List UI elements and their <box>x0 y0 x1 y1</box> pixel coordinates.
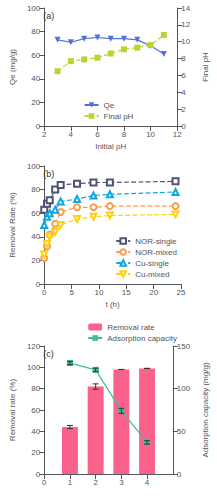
svg-text:20: 20 <box>31 256 40 265</box>
svg-text:2: 2 <box>42 130 47 139</box>
svg-text:3: 3 <box>119 478 124 487</box>
svg-text:0: 0 <box>177 470 182 479</box>
svg-text:80: 80 <box>31 384 40 393</box>
svg-text:40: 40 <box>31 427 40 436</box>
svg-text:4: 4 <box>145 478 150 487</box>
svg-text:0: 0 <box>36 470 41 479</box>
svg-text:60: 60 <box>31 209 40 218</box>
svg-text:Cu-single: Cu-single <box>135 259 169 268</box>
svg-text:10: 10 <box>146 130 155 139</box>
svg-text:12: 12 <box>173 130 182 139</box>
svg-text:Final pH: Final pH <box>201 52 210 82</box>
svg-text:0: 0 <box>42 288 47 297</box>
svg-text:Removal Rate (%): Removal Rate (%) <box>8 192 17 258</box>
svg-text:25: 25 <box>177 288 186 297</box>
svg-text:100: 100 <box>27 363 41 372</box>
svg-text:1: 1 <box>68 478 73 487</box>
svg-text:10: 10 <box>94 288 103 297</box>
svg-text:4: 4 <box>181 88 186 97</box>
svg-text:12: 12 <box>181 20 190 29</box>
svg-text:Final pH: Final pH <box>104 112 134 121</box>
svg-text:(b): (b) <box>43 169 54 179</box>
svg-text:Removal rate (%): Removal rate (%) <box>8 379 17 442</box>
svg-text:NOR-mixed: NOR-mixed <box>135 248 177 257</box>
svg-text:Cu-mixed: Cu-mixed <box>135 270 169 279</box>
svg-text:5: 5 <box>69 288 74 297</box>
svg-text:100: 100 <box>27 162 41 171</box>
svg-text:Qe: Qe <box>104 101 115 110</box>
svg-text:8: 8 <box>122 130 127 139</box>
svg-text:80: 80 <box>31 185 40 194</box>
svg-text:6: 6 <box>181 71 186 80</box>
svg-text:4: 4 <box>69 130 74 139</box>
svg-text:20: 20 <box>31 98 40 107</box>
svg-text:Adsorption capacity: Adsorption capacity <box>107 334 177 343</box>
svg-text:0: 0 <box>181 122 186 131</box>
svg-text:100: 100 <box>27 4 41 13</box>
svg-text:40: 40 <box>31 74 40 83</box>
svg-text:6: 6 <box>95 130 100 139</box>
svg-text:2: 2 <box>93 478 98 487</box>
svg-text:14: 14 <box>181 4 190 13</box>
svg-text:20: 20 <box>31 448 40 457</box>
svg-text:120: 120 <box>27 342 41 351</box>
svg-text:(a): (a) <box>43 11 54 21</box>
svg-text:60: 60 <box>31 406 40 415</box>
svg-text:8: 8 <box>181 54 186 63</box>
svg-text:Adsorption capacity (mg/g): Adsorption capacity (mg/g) <box>201 362 210 457</box>
svg-text:15: 15 <box>122 288 131 297</box>
svg-text:20: 20 <box>149 288 158 297</box>
svg-text:0: 0 <box>36 122 41 131</box>
svg-text:10: 10 <box>181 37 190 46</box>
svg-text:NOR-single: NOR-single <box>135 237 177 246</box>
svg-text:50: 50 <box>177 427 186 436</box>
svg-text:60: 60 <box>31 51 40 60</box>
svg-text:Removal rate: Removal rate <box>107 323 155 332</box>
svg-text:0: 0 <box>36 280 41 289</box>
svg-text:100: 100 <box>177 384 191 393</box>
svg-text:t (h): t (h) <box>106 300 121 309</box>
svg-text:80: 80 <box>31 27 40 36</box>
svg-text:Initial pH: Initial pH <box>95 142 126 151</box>
svg-text:(c): (c) <box>43 349 54 359</box>
svg-text:Qe (mg/g): Qe (mg/g) <box>8 49 17 85</box>
svg-text:150: 150 <box>176 341 191 351</box>
svg-text:40: 40 <box>31 232 40 241</box>
svg-text:0: 0 <box>42 478 47 487</box>
svg-text:2: 2 <box>181 105 186 114</box>
